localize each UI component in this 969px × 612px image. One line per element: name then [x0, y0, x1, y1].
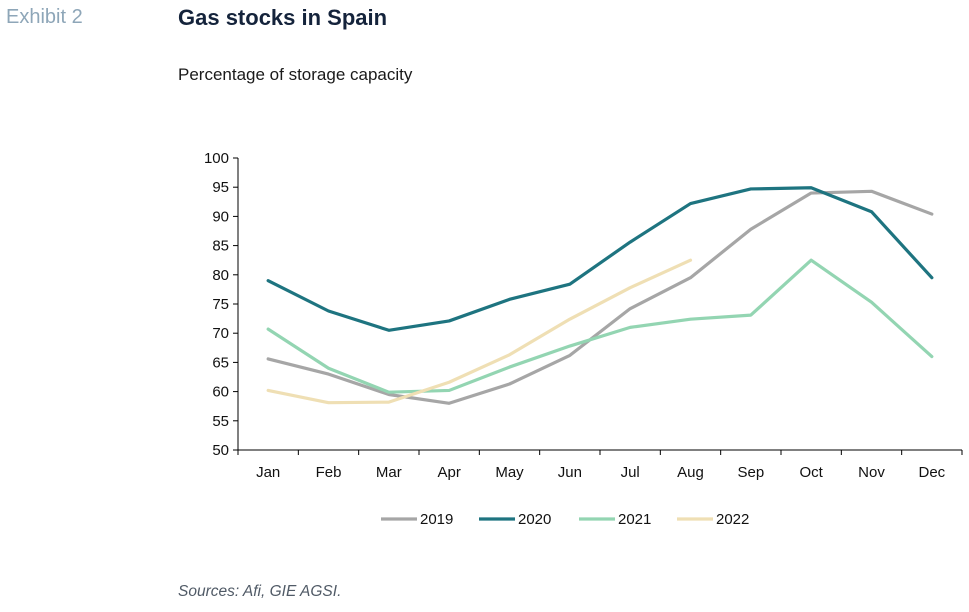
y-tick-label: 80 — [212, 267, 229, 284]
y-tick-label: 85 — [212, 238, 229, 255]
y-tick-label: 70 — [212, 325, 229, 342]
x-tick-label: Oct — [799, 464, 823, 481]
legend-label-2020: 2020 — [518, 511, 551, 528]
chart-axes: 50 55 60 65 70 75 80 85 90 95 100 Jan Feb Mar Apr May Ju… — [204, 150, 963, 481]
x-tick-label: Sep — [737, 464, 764, 481]
y-tick-label: 55 — [212, 413, 229, 430]
chart-subtitle: Percentage of storage capacity — [178, 65, 413, 84]
y-tick-label: 65 — [212, 354, 229, 371]
y-tick-label: 100 — [204, 150, 229, 167]
x-tick-label: Nov — [858, 464, 885, 481]
y-tick-label: 75 — [212, 296, 229, 313]
series-line-2019 — [266, 189, 934, 405]
x-tick-label: Apr — [437, 464, 460, 481]
series-line-2022 — [266, 258, 693, 405]
y-tick-label: 90 — [212, 208, 229, 225]
y-tick-label: 60 — [212, 384, 229, 401]
x-tick-label: Jan — [256, 464, 280, 481]
series-line-2021 — [266, 258, 934, 394]
chart-legend: 2019 2020 2021 2022 — [381, 511, 749, 528]
x-tick-label: May — [495, 464, 524, 481]
exhibit-label: Exhibit 2 — [6, 6, 83, 28]
x-tick-label: Jul — [621, 464, 640, 481]
y-tick-label: 95 — [212, 179, 229, 196]
source-note: Sources: Afi, GIE AGSI. — [178, 583, 342, 600]
series-line-2020 — [266, 186, 934, 332]
x-tick-label: Feb — [316, 464, 342, 481]
x-tick-label: Mar — [376, 464, 402, 481]
x-tick-label: Dec — [918, 464, 945, 481]
chart-title: Gas stocks in Spain — [178, 5, 388, 30]
legend-label-2021: 2021 — [618, 511, 651, 528]
chart-lines — [266, 186, 934, 405]
x-tick-label: Jun — [558, 464, 582, 481]
y-tick-label: 50 — [212, 442, 229, 459]
legend-label-2019: 2019 — [420, 511, 453, 528]
x-tick-label: Aug — [677, 464, 704, 481]
legend-label-2022: 2022 — [716, 511, 749, 528]
